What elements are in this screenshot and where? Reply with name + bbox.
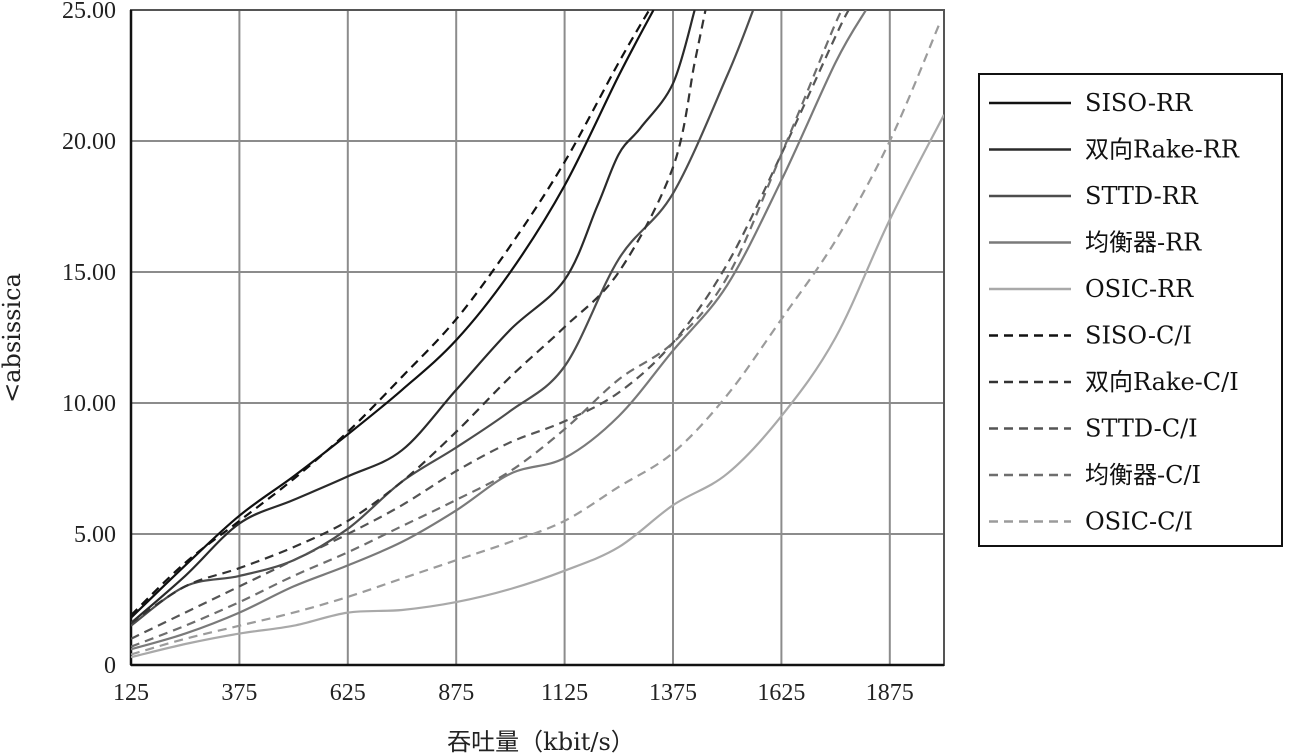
x-tick-label: 875: [438, 680, 474, 706]
legend-label-2: 双向Rake-RR: [1085, 136, 1240, 164]
y-tick-label: 25.00: [62, 0, 116, 24]
x-tick-label: 1625: [757, 680, 805, 706]
x-tick-label: 1125: [541, 680, 588, 706]
series-line-1: [131, 10, 655, 619]
series-line-8: [131, 10, 850, 640]
x-tick-labels: 125 375 625 875 1125 1375 1625 1875: [113, 680, 914, 706]
legend-label-4: 均衡器-RR: [1085, 229, 1202, 257]
series-layer: [131, 10, 944, 659]
legend-label-6: SISO-C/I: [1085, 322, 1192, 350]
legend-label-5: OSIC-RR: [1085, 275, 1194, 303]
legend-box: [978, 73, 1283, 547]
x-tick-label: 1375: [649, 680, 697, 706]
legend: SISO-RR 双向Rake-RR STTD-RR 均衡器-RR OSIC-RR SISO…: [978, 73, 1283, 547]
series-line-5: [131, 114, 944, 659]
x-tick-label: 125: [113, 680, 149, 706]
series-line-6: [131, 10, 651, 616]
y-tick-label: 0: [104, 653, 116, 679]
x-tick-label: 625: [330, 680, 366, 706]
plot-frame: [129, 9, 945, 667]
x-tick-label: 1875: [866, 680, 914, 706]
legend-label-7: 双向Rake-C/I: [1085, 368, 1239, 396]
legend-label-3: STTD-RR: [1085, 182, 1199, 210]
y-tick-label: 15.00: [62, 260, 116, 286]
series-line-10: [131, 22, 941, 656]
plot-border: [130, 9, 945, 666]
y-tick-label: 5.00: [74, 522, 116, 548]
y-axis-title: <absissica: [0, 273, 26, 403]
y-tick-labels: 0 5.00 10.00 15.00 20.00 25.00: [62, 0, 116, 679]
series-line-2: [131, 10, 696, 624]
legend-label-1: SISO-RR: [1085, 89, 1193, 117]
series-line-9: [131, 10, 846, 648]
grid-lines: [130, 9, 944, 666]
legend-label-8: STTD-C/I: [1085, 415, 1198, 443]
series-line-3: [131, 10, 755, 627]
y-tick-label: 20.00: [62, 129, 116, 155]
series-line-4: [131, 10, 867, 651]
x-axis-title: 吞吐量（kbit/s）: [447, 728, 635, 756]
series-line-7: [131, 10, 707, 625]
y-tick-label: 10.00: [62, 391, 116, 417]
x-tick-label: 375: [221, 680, 257, 706]
legend-label-10: OSIC-C/I: [1085, 508, 1193, 536]
legend-label-9: 均衡器-C/I: [1085, 461, 1201, 489]
